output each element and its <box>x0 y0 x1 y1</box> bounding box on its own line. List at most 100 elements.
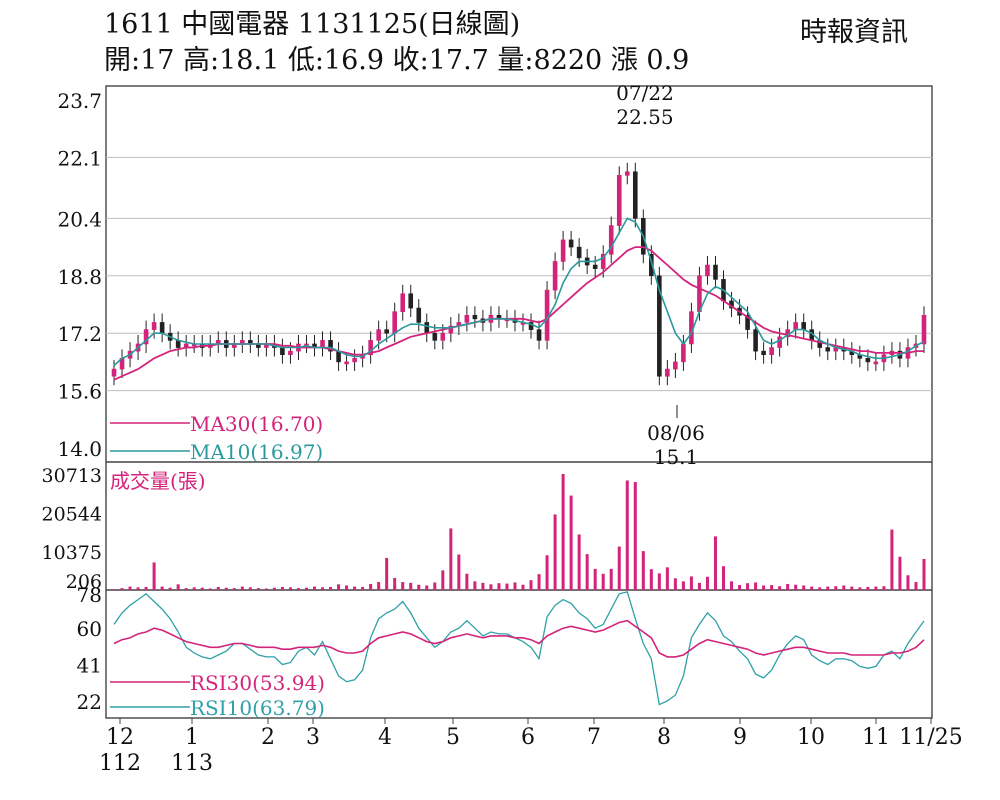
volume-bar <box>826 586 830 590</box>
volume-bar <box>529 580 533 590</box>
candle-body <box>328 340 333 352</box>
candle-body <box>384 329 389 334</box>
price-tick-label: 22.1 <box>57 146 102 170</box>
volume-bar <box>200 587 204 590</box>
volume-bar <box>216 586 220 590</box>
volume-bar <box>850 586 854 590</box>
volume-bar <box>224 587 228 590</box>
candle-body <box>921 314 927 345</box>
volume-bar <box>914 582 918 590</box>
high-date-label: 07/22 <box>616 81 674 105</box>
candle-body <box>624 171 630 176</box>
candle-body <box>416 307 422 323</box>
x-tick-label: 5 <box>446 725 460 750</box>
volume-bar <box>272 587 276 590</box>
volume-tick-label: 10375 <box>42 542 102 564</box>
volume-bar <box>810 586 814 590</box>
candle-body <box>368 340 373 356</box>
volume-bar <box>513 582 517 590</box>
volume-bar <box>649 569 653 590</box>
price-tick-label: 23.7 <box>57 89 102 113</box>
volume-bar <box>577 534 581 590</box>
rsi10-line <box>113 591 925 706</box>
rsi10-legend-label: RSI10(63.79) <box>190 696 325 720</box>
rsi-tick-label: 78 <box>77 583 102 607</box>
candle-body <box>649 253 654 277</box>
candle-body <box>344 361 349 365</box>
candle-body <box>745 314 750 330</box>
volume-bar <box>794 584 798 590</box>
rsi-tick-label: 22 <box>77 690 102 714</box>
volume-bar <box>160 586 164 590</box>
x-tick-label: 2 <box>261 725 275 750</box>
volume-bar <box>120 588 124 590</box>
volume-bar <box>457 554 461 590</box>
candle-body <box>713 264 718 280</box>
candle-body <box>352 358 357 363</box>
ma10-line <box>113 217 925 367</box>
volume-bar <box>537 574 541 590</box>
volume-bar <box>545 555 549 590</box>
candle-body <box>793 322 798 330</box>
candle-body <box>111 368 117 377</box>
candle-body <box>673 361 678 370</box>
volume-bar <box>722 566 725 590</box>
candle-body <box>632 171 638 219</box>
volume-title: 成交量(張) <box>110 469 206 493</box>
volume-bar <box>681 581 685 590</box>
candle-body <box>753 329 758 352</box>
volume-bar <box>738 585 742 590</box>
volume-bar <box>264 588 268 590</box>
candle-body <box>320 340 325 348</box>
candle-body <box>560 239 566 262</box>
x-tick-label: 9 <box>733 725 747 750</box>
candle-body <box>432 332 438 341</box>
volume-bar <box>842 585 846 590</box>
volume-bar <box>834 586 838 590</box>
volume-bar <box>746 583 750 590</box>
candle-body <box>472 314 478 320</box>
volume-bar <box>585 554 589 590</box>
volume-bar <box>497 583 501 590</box>
volume-bar <box>898 556 902 590</box>
candle-body <box>769 347 774 356</box>
volume-bar <box>128 586 132 590</box>
x-tick-label: 3 <box>306 725 320 750</box>
price-tick-label: 14.0 <box>57 437 102 461</box>
volume-bar <box>425 585 429 590</box>
volume-bar <box>609 568 613 590</box>
volume-bar <box>296 588 300 590</box>
x-tick-label: 8 <box>657 725 671 750</box>
volume-bar <box>754 582 758 590</box>
volume-bar <box>385 557 389 590</box>
volume-bar <box>713 536 717 590</box>
x-year-label: 112 <box>99 751 141 776</box>
volume-bar <box>641 551 645 590</box>
rsi-tick-label: 60 <box>77 617 102 641</box>
volume-bar <box>473 581 477 590</box>
candle-body <box>665 368 670 377</box>
volume-bar <box>665 567 669 590</box>
x-tick-label: 10 <box>797 725 825 750</box>
volume-bar <box>770 585 774 590</box>
volume-bar <box>874 586 878 590</box>
ma30-line <box>113 246 924 381</box>
volume-bar <box>625 480 629 590</box>
volume-bar <box>208 588 212 590</box>
volume-bar <box>882 586 886 590</box>
volume-bar <box>818 587 822 590</box>
volume-bar <box>802 585 806 590</box>
x-tick-label: 11 <box>862 725 890 750</box>
volume-bar <box>730 581 734 590</box>
volume-bar <box>633 481 637 590</box>
volume-bar <box>786 583 790 590</box>
rsi30-line <box>113 619 925 658</box>
volume-bar <box>256 588 260 590</box>
candle-body <box>608 225 614 255</box>
x-tick-label: 1 <box>185 725 199 750</box>
volume-bar <box>489 584 493 590</box>
volume-bar <box>136 587 140 590</box>
volume-bar <box>922 558 926 590</box>
candle-body <box>657 275 662 377</box>
